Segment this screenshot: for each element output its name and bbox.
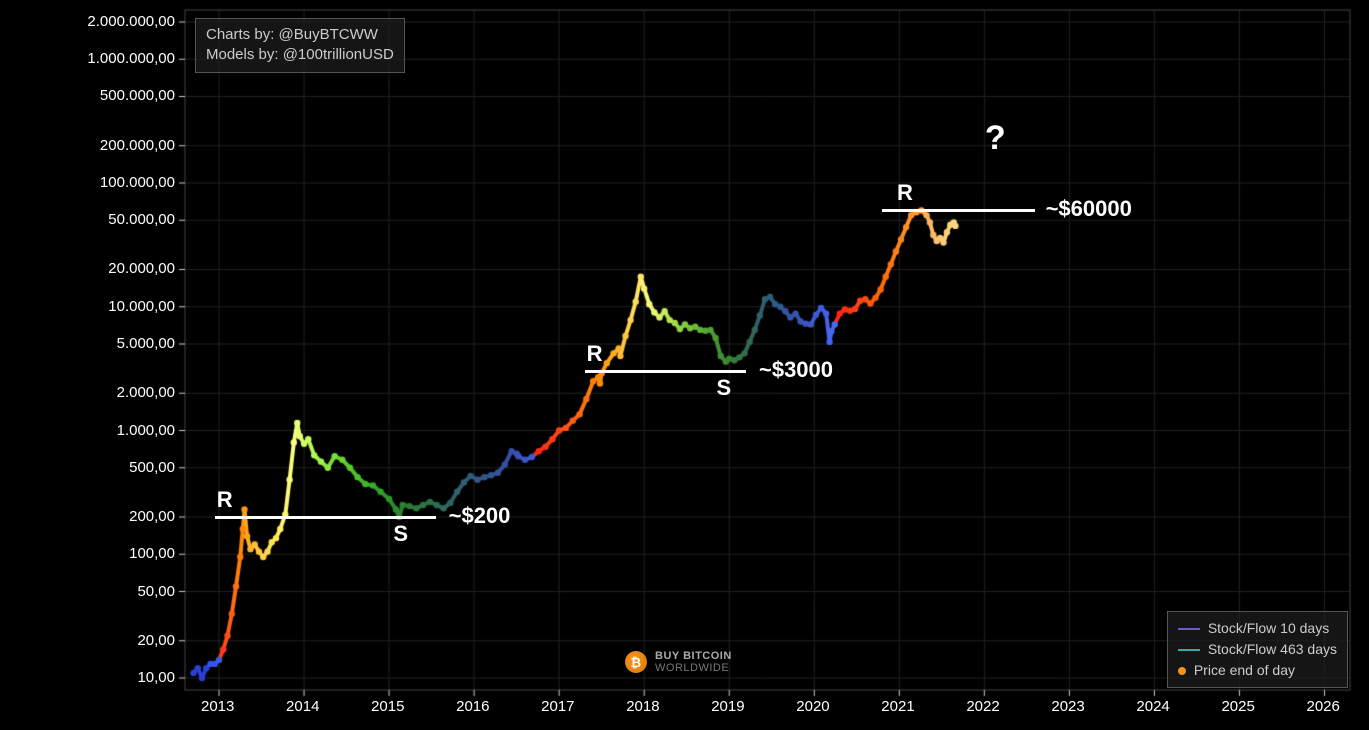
x-tick-label: 2022 [966, 698, 999, 715]
bitcoin-icon: ₿ [625, 651, 647, 673]
y-tick-label: 10.000,00 [108, 298, 175, 315]
resistance-label: R [587, 341, 603, 367]
legend-dot-swatch [1178, 667, 1186, 675]
legend-item: Stock/Flow 463 days [1178, 639, 1337, 660]
watermark-line-2: WORLDWIDE [655, 662, 732, 674]
credits-box: Charts by: @BuyBTCWW Models by: @100tril… [195, 18, 405, 73]
y-tick-label: 1.000.000,00 [87, 50, 175, 67]
x-tick-label: 2025 [1221, 698, 1254, 715]
resistance-label: R [897, 180, 913, 206]
price-level-label: ~$200 [449, 503, 511, 529]
y-tick-label: 50,00 [137, 583, 175, 600]
y-tick-label: 100.000,00 [100, 174, 175, 191]
support-resistance-line [215, 516, 436, 519]
chart-container: Charts by: @BuyBTCWW Models by: @100tril… [0, 0, 1369, 730]
legend-item: Stock/Flow 10 days [1178, 618, 1337, 639]
y-tick-label: 200,00 [129, 508, 175, 525]
x-tick-label: 2018 [626, 698, 659, 715]
support-resistance-line [882, 209, 1035, 212]
y-tick-label: 100,00 [129, 545, 175, 562]
legend-label: Stock/Flow 10 days [1208, 618, 1329, 639]
legend-label: Stock/Flow 463 days [1208, 639, 1337, 660]
x-tick-label: 2024 [1136, 698, 1169, 715]
support-label: S [393, 521, 408, 547]
x-tick-label: 2014 [286, 698, 319, 715]
x-tick-label: 2023 [1051, 698, 1084, 715]
legend-box: Stock/Flow 10 daysStock/Flow 463 daysPri… [1167, 611, 1348, 688]
price-level-label: ~$60000 [1046, 196, 1132, 222]
x-tick-label: 2017 [541, 698, 574, 715]
y-tick-label: 500.000,00 [100, 87, 175, 104]
x-tick-label: 2015 [371, 698, 404, 715]
price-level-label: ~$3000 [759, 357, 833, 383]
support-resistance-line [585, 370, 747, 373]
legend-label: Price end of day [1194, 660, 1295, 681]
x-tick-label: 2019 [711, 698, 744, 715]
y-tick-label: 5.000,00 [117, 335, 175, 352]
y-tick-label: 200.000,00 [100, 137, 175, 154]
legend-item: Price end of day [1178, 660, 1337, 681]
question-mark-annotation: ? [985, 119, 1006, 158]
x-tick-label: 2020 [796, 698, 829, 715]
legend-line-swatch [1178, 649, 1200, 651]
y-tick-label: 50.000,00 [108, 211, 175, 228]
x-tick-label: 2013 [201, 698, 234, 715]
x-tick-label: 2026 [1306, 698, 1339, 715]
watermark: ₿ BUY BITCOIN WORLDWIDE [625, 650, 732, 674]
y-tick-label: 1.000,00 [117, 422, 175, 439]
x-tick-label: 2016 [456, 698, 489, 715]
price-chart-canvas [0, 0, 1369, 730]
support-label: S [716, 375, 731, 401]
y-tick-label: 2.000,00 [117, 384, 175, 401]
y-tick-label: 2.000.000,00 [87, 13, 175, 30]
credits-line-1: Charts by: @BuyBTCWW [206, 25, 394, 45]
credits-line-2: Models by: @100trillionUSD [206, 45, 394, 65]
watermark-text: BUY BITCOIN WORLDWIDE [655, 650, 732, 674]
watermark-line-1: BUY BITCOIN [655, 650, 732, 662]
legend-line-swatch [1178, 628, 1200, 630]
y-tick-label: 10,00 [137, 669, 175, 686]
y-tick-label: 20,00 [137, 632, 175, 649]
y-tick-label: 500,00 [129, 459, 175, 476]
resistance-label: R [217, 487, 233, 513]
x-tick-label: 2021 [881, 698, 914, 715]
y-tick-label: 20.000,00 [108, 260, 175, 277]
